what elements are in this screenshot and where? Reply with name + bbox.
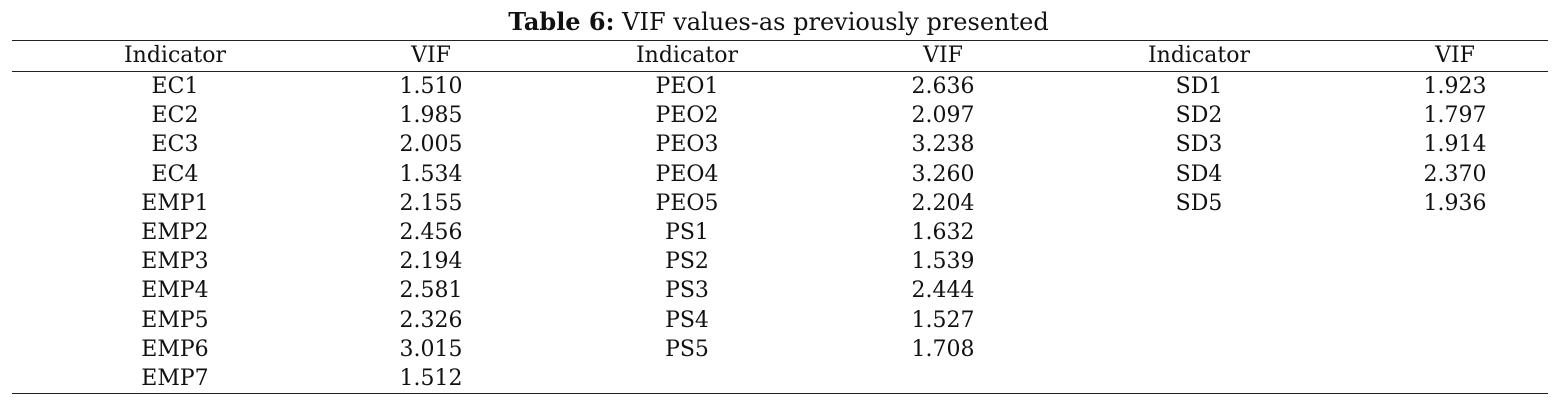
cell-vif-1: 1.534 <box>338 160 524 189</box>
cell-indicator-1: EMP1 <box>12 189 338 218</box>
table-caption: Table 6: VIF values-as previously presen… <box>0 6 1557 38</box>
cell-indicator-1: EMP2 <box>12 218 338 247</box>
cell-indicator-1: EC4 <box>12 160 338 189</box>
cell-indicator-2: PEO1 <box>524 72 850 102</box>
table-row: EMP6 3.015 PS5 1.708 <box>12 335 1548 364</box>
cell-indicator-3 <box>1036 218 1362 247</box>
cell-indicator-1: EC1 <box>12 72 338 102</box>
table-row: EMP7 1.512 <box>12 364 1548 394</box>
cell-vif-3 <box>1362 218 1548 247</box>
cell-vif-2: 3.260 <box>850 160 1036 189</box>
cell-indicator-2 <box>524 364 850 394</box>
cell-vif-2: 1.527 <box>850 306 1036 335</box>
table-row: EC4 1.534 PEO4 3.260 SD4 2.370 <box>12 160 1548 189</box>
header-indicator-2: Indicator <box>524 41 850 72</box>
table-row: EMP3 2.194 PS2 1.539 <box>12 247 1548 276</box>
cell-vif-2: 3.238 <box>850 130 1036 159</box>
cell-indicator-2: PS2 <box>524 247 850 276</box>
cell-vif-2: 2.204 <box>850 189 1036 218</box>
table-row: EC1 1.510 PEO1 2.636 SD1 1.923 <box>12 72 1548 102</box>
cell-vif-1: 2.155 <box>338 189 524 218</box>
vif-table: Indicator VIF Indicator VIF Indicator VI… <box>12 40 1548 394</box>
table-header: Indicator VIF Indicator VIF Indicator VI… <box>12 41 1548 72</box>
cell-vif-2: 2.097 <box>850 101 1036 130</box>
cell-vif-1: 1.512 <box>338 364 524 394</box>
cell-vif-2: 2.444 <box>850 276 1036 305</box>
cell-indicator-3: SD4 <box>1036 160 1362 189</box>
table-row: EC3 2.005 PEO3 3.238 SD3 1.914 <box>12 130 1548 159</box>
cell-indicator-2: PEO5 <box>524 189 850 218</box>
header-vif-2: VIF <box>850 41 1036 72</box>
cell-vif-1: 2.005 <box>338 130 524 159</box>
cell-indicator-1: EC3 <box>12 130 338 159</box>
cell-vif-3: 2.370 <box>1362 160 1548 189</box>
cell-vif-1: 2.581 <box>338 276 524 305</box>
cell-vif-1: 3.015 <box>338 335 524 364</box>
cell-vif-3 <box>1362 335 1548 364</box>
header-row: Indicator VIF Indicator VIF Indicator VI… <box>12 41 1548 72</box>
cell-vif-1: 1.510 <box>338 72 524 102</box>
cell-vif-3 <box>1362 306 1548 335</box>
table-row: EMP1 2.155 PEO5 2.204 SD5 1.936 <box>12 189 1548 218</box>
table-caption-text: VIF values-as previously presented <box>615 8 1049 36</box>
cell-indicator-1: EC2 <box>12 101 338 130</box>
table-caption-label: Table 6: <box>508 7 614 36</box>
vif-table-container: Indicator VIF Indicator VIF Indicator VI… <box>12 40 1548 394</box>
table-row: EMP5 2.326 PS4 1.527 <box>12 306 1548 335</box>
table-row: EC2 1.985 PEO2 2.097 SD2 1.797 <box>12 101 1548 130</box>
cell-vif-3: 1.923 <box>1362 72 1548 102</box>
cell-indicator-2: PS4 <box>524 306 850 335</box>
cell-vif-3 <box>1362 364 1548 394</box>
table-body: EC1 1.510 PEO1 2.636 SD1 1.923 EC2 1.985 PEO2 2.0… <box>12 72 1548 394</box>
cell-indicator-3: SD5 <box>1036 189 1362 218</box>
cell-vif-1: 2.326 <box>338 306 524 335</box>
cell-vif-1: 2.456 <box>338 218 524 247</box>
cell-indicator-3 <box>1036 247 1362 276</box>
header-vif-3: VIF <box>1362 41 1548 72</box>
cell-indicator-3 <box>1036 306 1362 335</box>
header-indicator-3: Indicator <box>1036 41 1362 72</box>
cell-vif-3 <box>1362 247 1548 276</box>
cell-vif-2: 1.708 <box>850 335 1036 364</box>
cell-indicator-3: SD1 <box>1036 72 1362 102</box>
header-indicator-1: Indicator <box>12 41 338 72</box>
cell-vif-3: 1.797 <box>1362 101 1548 130</box>
cell-indicator-3: SD2 <box>1036 101 1362 130</box>
cell-indicator-1: EMP6 <box>12 335 338 364</box>
cell-indicator-3 <box>1036 364 1362 394</box>
header-vif-1: VIF <box>338 41 524 72</box>
cell-vif-2: 1.632 <box>850 218 1036 247</box>
cell-indicator-3 <box>1036 276 1362 305</box>
cell-indicator-1: EMP5 <box>12 306 338 335</box>
cell-indicator-2: PEO3 <box>524 130 850 159</box>
cell-vif-3 <box>1362 276 1548 305</box>
cell-indicator-2: PS5 <box>524 335 850 364</box>
cell-vif-2: 1.539 <box>850 247 1036 276</box>
cell-vif-1: 1.985 <box>338 101 524 130</box>
cell-vif-1: 2.194 <box>338 247 524 276</box>
cell-indicator-1: EMP4 <box>12 276 338 305</box>
cell-indicator-1: EMP3 <box>12 247 338 276</box>
cell-indicator-3: SD3 <box>1036 130 1362 159</box>
table-row: EMP2 2.456 PS1 1.632 <box>12 218 1548 247</box>
cell-vif-2 <box>850 364 1036 394</box>
cell-indicator-1: EMP7 <box>12 364 338 394</box>
cell-indicator-2: PEO2 <box>524 101 850 130</box>
cell-vif-3: 1.936 <box>1362 189 1548 218</box>
table-row: EMP4 2.581 PS3 2.444 <box>12 276 1548 305</box>
cell-vif-3: 1.914 <box>1362 130 1548 159</box>
cell-vif-2: 2.636 <box>850 72 1036 102</box>
cell-indicator-2: PS1 <box>524 218 850 247</box>
cell-indicator-2: PEO4 <box>524 160 850 189</box>
cell-indicator-3 <box>1036 335 1362 364</box>
cell-indicator-2: PS3 <box>524 276 850 305</box>
